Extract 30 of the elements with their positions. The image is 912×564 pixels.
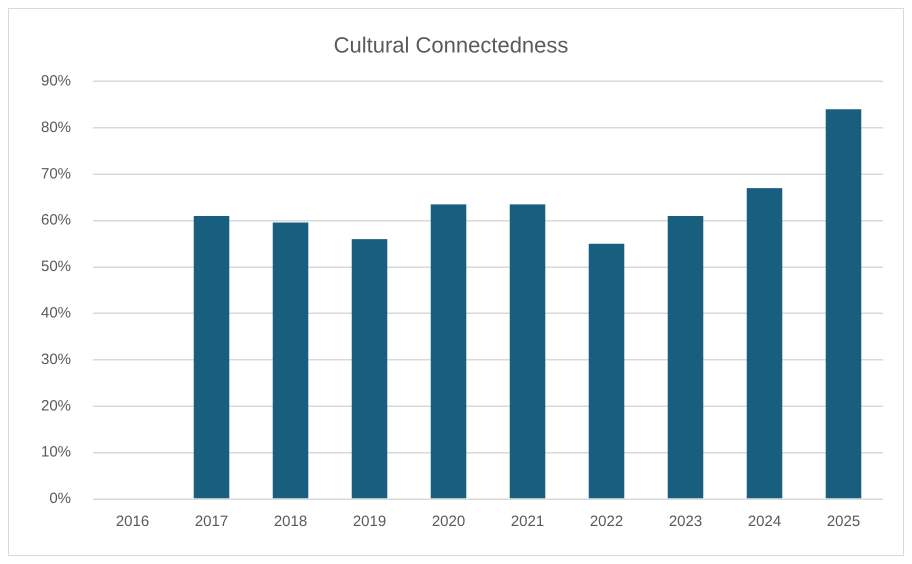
bar: [272, 222, 308, 498]
y-tick-label: 80%: [40, 118, 72, 136]
bar: [352, 239, 388, 498]
y-tick-label: 30%: [40, 350, 72, 368]
bar: [430, 204, 466, 498]
bar: [588, 244, 624, 498]
y-tick-label: 40%: [40, 304, 72, 322]
x-tick-label: 2016: [116, 513, 150, 530]
x-tick-label: 2018: [274, 513, 308, 530]
y-tick-label: 60%: [40, 212, 72, 229]
bar: [194, 216, 230, 498]
y-tick-label: 50%: [40, 258, 72, 276]
x-tick-label: 2017: [194, 513, 228, 530]
x-tick-label: 2022: [590, 513, 624, 530]
chart-title: Cultural Connectedness: [334, 32, 568, 58]
x-tick-label: 2024: [748, 513, 782, 530]
y-tick-label: 90%: [40, 72, 72, 90]
y-tick-label: 70%: [40, 165, 72, 182]
y-tick-label: 10%: [40, 444, 72, 461]
bar: [826, 109, 862, 498]
bar: [746, 188, 782, 498]
x-tick-label: 2025: [826, 513, 860, 530]
bar: [510, 204, 546, 498]
x-tick-label: 2019: [352, 513, 386, 530]
y-tick-label: 0%: [49, 490, 72, 508]
y-tick-label: 20%: [40, 397, 72, 414]
x-tick-label: 2020: [432, 513, 466, 530]
x-tick-label: 2021: [510, 513, 544, 530]
bar: [668, 216, 704, 498]
x-tick-label: 2023: [668, 513, 702, 530]
